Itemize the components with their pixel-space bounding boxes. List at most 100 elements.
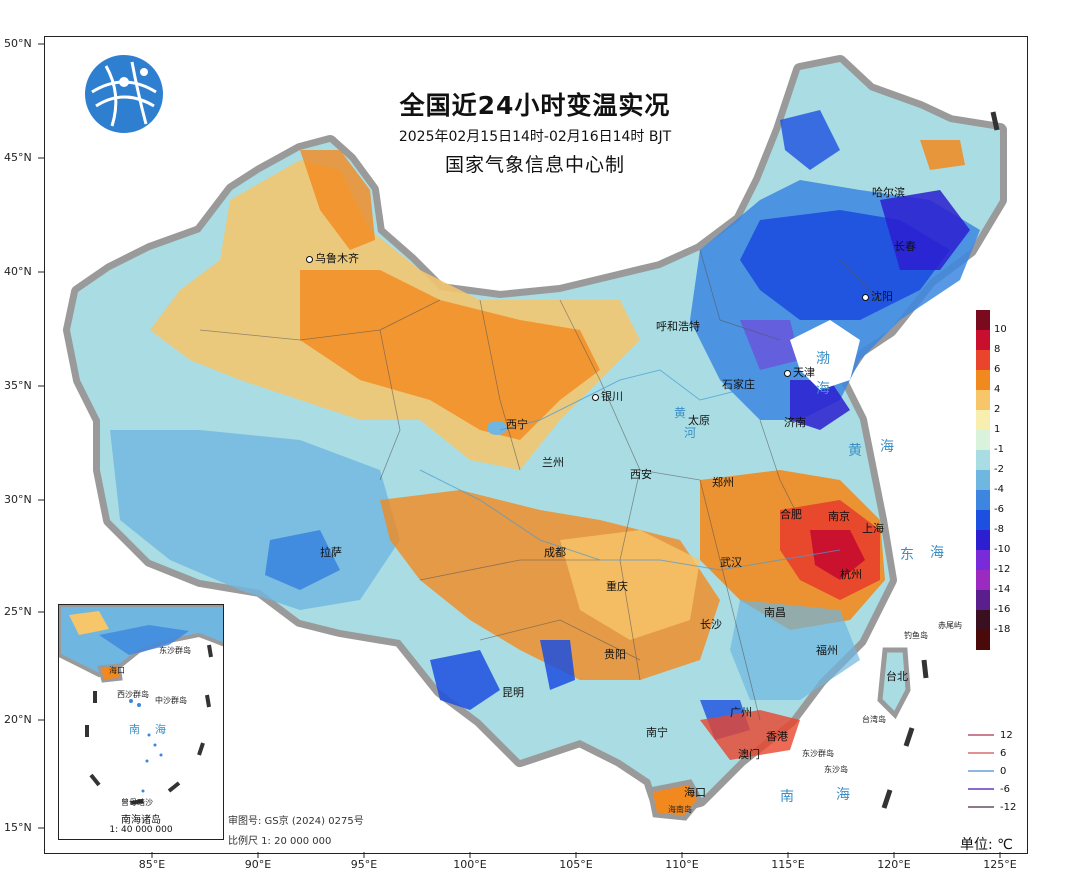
sea-label: 黄 <box>848 443 862 459</box>
island-label: 海南岛 <box>668 805 692 814</box>
contour-line-swatch <box>968 806 994 808</box>
lat-label: 30°N <box>4 493 32 506</box>
lat-label: 50°N <box>4 37 32 50</box>
cma-logo <box>83 53 165 135</box>
lon-label: 120°E <box>877 858 911 871</box>
city-label: 香港 <box>766 728 788 744</box>
contour-legend-label: -12 <box>1000 801 1017 813</box>
colorbar-label: -12 <box>994 564 1011 575</box>
colorbar-cell <box>976 470 990 490</box>
city-name: 郑州 <box>712 476 734 489</box>
city-label: 昆明 <box>502 684 524 700</box>
map-scale: 比例尺 1: 20 000 000 <box>228 836 332 847</box>
contour-line-swatch <box>968 752 994 754</box>
city-name: 沈阳 <box>871 290 893 303</box>
city-label: 乌鲁木齐 <box>306 250 359 266</box>
city-name: 南昌 <box>764 606 786 619</box>
colorbar-label: 8 <box>994 344 1001 355</box>
city-name: 太原 <box>688 414 710 427</box>
lon-label: 125°E <box>983 858 1017 871</box>
map-title: 全国近24小时变温实况 <box>399 91 671 120</box>
city-name: 上海 <box>862 522 884 535</box>
inset-title: 南海诸岛 <box>121 815 161 826</box>
city-name: 海口 <box>684 786 706 799</box>
city-label: 台北 <box>886 668 908 684</box>
taiwan-island <box>877 647 911 720</box>
colorbar-cell <box>976 530 990 550</box>
colorbar-label: 1 <box>994 424 1001 435</box>
colorbar-cell <box>976 390 990 410</box>
lat-label: 35°N <box>4 379 32 392</box>
colorbar-label: -6 <box>994 504 1004 515</box>
city-name: 重庆 <box>606 580 628 593</box>
city-name: 成都 <box>544 546 566 559</box>
city-label: 成都 <box>544 544 566 560</box>
city-name: 贵阳 <box>604 648 626 661</box>
city-label: 武汉 <box>720 554 742 570</box>
colorbar-label: -8 <box>994 524 1004 535</box>
lon-label: 110°E <box>665 858 699 871</box>
lat-label: 25°N <box>4 605 32 618</box>
city-name: 昆明 <box>502 686 524 699</box>
city-name: 长春 <box>894 240 916 253</box>
city-name: 香港 <box>766 730 788 743</box>
colorbar-cell <box>976 610 990 630</box>
city-label: 石家庄 <box>722 376 755 392</box>
city-label: 上海 <box>862 520 884 536</box>
city-label: 银川 <box>592 388 623 404</box>
inset-map <box>59 605 223 805</box>
sea-label: 海 <box>836 787 850 803</box>
colorbar-cell <box>976 330 990 350</box>
colorbar-cell <box>976 490 990 510</box>
lat-label: 40°N <box>4 265 32 278</box>
city-label: 太原 <box>688 412 710 428</box>
colorbar <box>976 310 990 650</box>
island-label: 赤尾屿 <box>938 621 962 630</box>
lon-label: 95°E <box>350 858 378 871</box>
city-name: 兰州 <box>542 456 564 469</box>
city-name: 长沙 <box>700 618 722 631</box>
colorbar-cell <box>976 630 990 650</box>
sea-label: 渤 <box>816 351 830 367</box>
colorbar-label: -2 <box>994 464 1004 475</box>
contour-legend-label: 0 <box>1000 765 1007 777</box>
city-name: 广州 <box>730 706 752 719</box>
colorbar-label: -1 <box>994 444 1004 455</box>
city-marker <box>306 255 313 263</box>
contour-legend-row: -6 <box>968 780 1016 798</box>
river-label: 黄 <box>674 406 687 420</box>
colorbar-label: -10 <box>994 544 1011 555</box>
contour-legend-label: -6 <box>1000 783 1010 795</box>
city-label: 合肥 <box>780 506 802 522</box>
contour-line-swatch <box>968 788 994 790</box>
inset-scale: 1: 40 000 000 <box>109 825 173 835</box>
contour-legend-row: 0 <box>968 762 1016 780</box>
colorbar-cell <box>976 410 990 430</box>
city-marker <box>862 293 869 301</box>
lon-label: 105°E <box>559 858 593 871</box>
city-label: 重庆 <box>606 578 628 594</box>
lon-label: 90°E <box>244 858 272 871</box>
sea-label: 东 <box>900 547 914 563</box>
island-label: 东沙群岛 <box>802 749 834 758</box>
city-name: 济南 <box>784 416 806 429</box>
colorbar-label: -4 <box>994 484 1004 495</box>
map-subtitle: 2025年02月15日14时-02月16日14时 BJT <box>398 129 672 145</box>
city-name: 乌鲁木齐 <box>315 252 359 265</box>
city-label: 海口 <box>684 784 706 800</box>
city-label: 南京 <box>828 508 850 524</box>
inset-label: 中沙群岛 <box>155 696 187 705</box>
city-label: 长沙 <box>700 616 722 632</box>
city-label: 拉萨 <box>320 544 342 560</box>
city-label: 兰州 <box>542 454 564 470</box>
city-name: 银川 <box>601 390 623 403</box>
contour-legend-label: 12 <box>1000 729 1013 741</box>
contour-legend-label: 6 <box>1000 747 1007 759</box>
inset-sea-label: 海 <box>155 723 166 736</box>
lat-label: 15°N <box>4 821 32 834</box>
colorbar-label: -16 <box>994 604 1011 615</box>
colorbar-cell <box>976 430 990 450</box>
city-label: 西安 <box>630 466 652 482</box>
city-name: 呼和浩特 <box>656 320 700 333</box>
